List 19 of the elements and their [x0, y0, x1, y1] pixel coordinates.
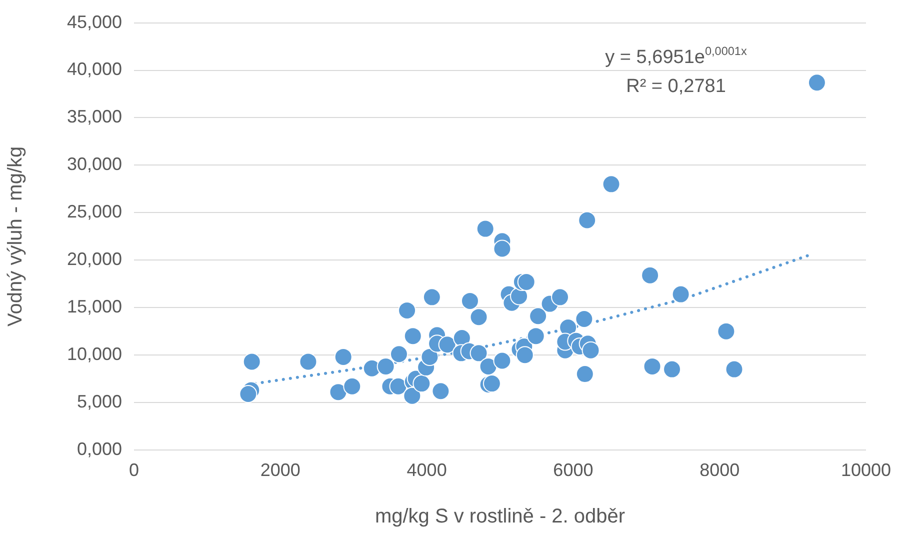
y-tick-label: 5,000	[76, 392, 122, 412]
y-tick-label: 10,000	[66, 344, 122, 364]
y-tick-label: 25,000	[66, 202, 122, 222]
x-axis-title: mg/kg S v rostlině - 2. odběr	[374, 506, 626, 528]
x-tick-label: 0	[128, 460, 140, 480]
y-tick-label: 20,000	[66, 249, 122, 270]
y-tick-label: 15,000	[66, 296, 122, 317]
y-tick-label: 40,000	[66, 59, 122, 80]
x-tick-label: 4000	[406, 460, 447, 480]
y-tick-label: 30,000	[66, 154, 122, 174]
x-tick-label: 6000	[553, 460, 594, 480]
x-tick-label: 10000	[840, 460, 892, 480]
annotation: R² = 0,2781	[626, 76, 726, 97]
y-axis-title: Vodný výluh - mg/kg	[4, 146, 27, 326]
x-tick-label: 8000	[700, 460, 740, 480]
y-tick-label: 0,000	[76, 438, 122, 459]
y-tick-label: 45,000	[66, 12, 122, 32]
x-tick-label: 2000	[260, 460, 300, 480]
y-tick-label: 35,000	[66, 106, 122, 127]
